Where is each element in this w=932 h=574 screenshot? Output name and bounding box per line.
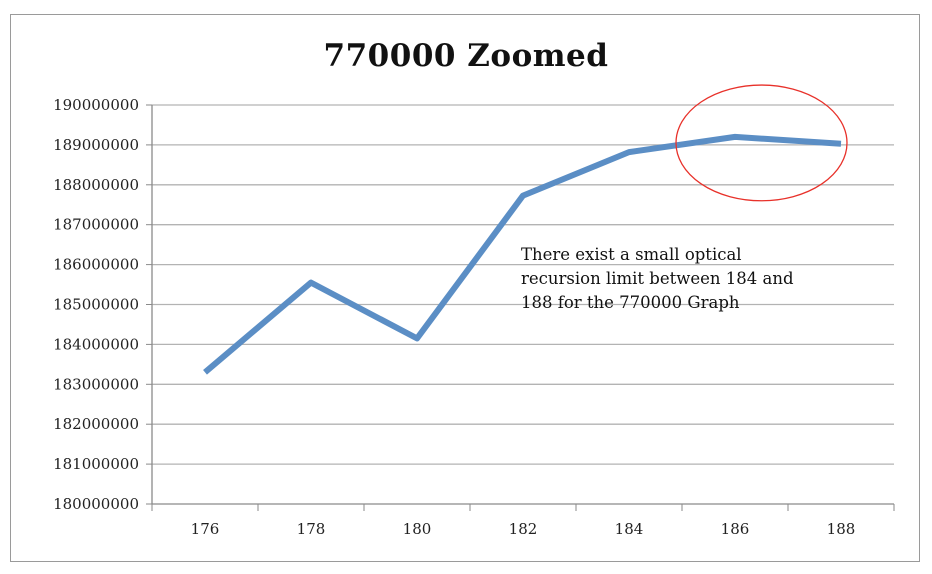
x-tick-label: 186	[721, 520, 750, 538]
series-line	[203, 133, 842, 375]
y-tick-label: 182000000	[53, 415, 139, 433]
x-tick-label: 184	[615, 520, 644, 538]
x-tick-labels: 176 178 180 182 184 186 188	[191, 520, 856, 538]
y-tick-label: 184000000	[53, 335, 139, 353]
y-tick-label: 183000000	[53, 375, 139, 393]
y-tick-label: 181000000	[53, 455, 139, 473]
y-tick-label: 180000000	[53, 495, 139, 513]
chart-annotation-text: There exist a small optical recursion li…	[521, 245, 794, 312]
y-tick-label: 188000000	[53, 176, 139, 194]
y-tick-label: 190000000	[53, 96, 139, 114]
chart-title: 770000 Zoomed	[323, 38, 609, 74]
y-tick-label: 189000000	[53, 136, 139, 154]
x-tick-label: 180	[403, 520, 432, 538]
x-tick-label: 188	[827, 520, 856, 538]
highlight-ellipse	[675, 84, 848, 202]
gridlines	[152, 104, 894, 465]
series-lines	[203, 133, 842, 375]
y-tick-label: 185000000	[53, 296, 139, 314]
x-tick-label: 182	[509, 520, 538, 538]
y-tick-labels: 180000000 181000000 182000000 183000000 1840…	[53, 96, 139, 513]
axes	[146, 104, 895, 511]
y-tick-label: 186000000	[53, 256, 139, 274]
y-tick-label: 187000000	[53, 216, 139, 234]
x-tick-label: 176	[191, 520, 220, 538]
x-tick-label: 178	[297, 520, 326, 538]
highlight-annotations	[675, 84, 848, 202]
